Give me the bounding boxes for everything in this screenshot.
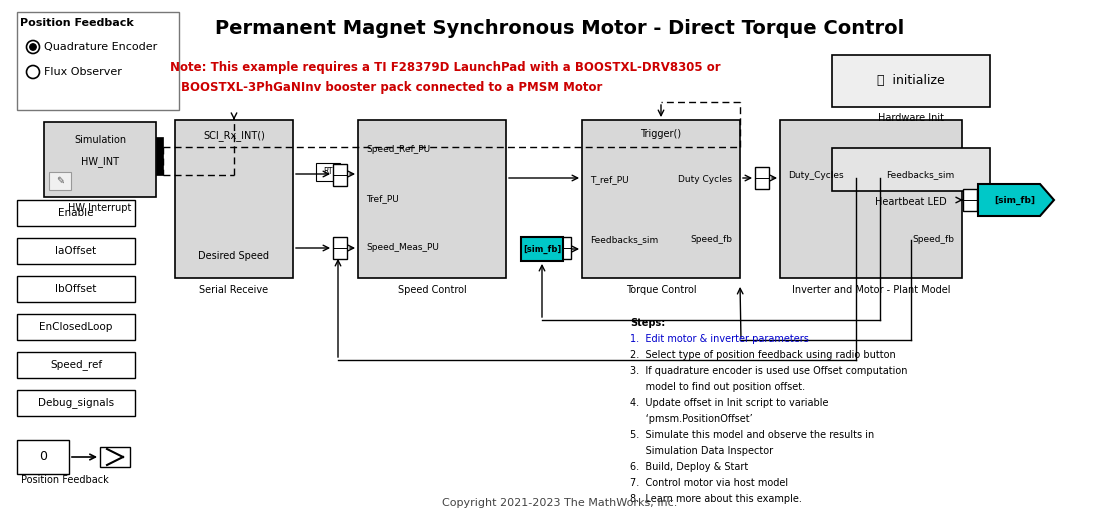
Text: T_ref_PU: T_ref_PU	[590, 175, 629, 185]
Text: SCI_Rx_INT(): SCI_Rx_INT()	[203, 131, 265, 142]
FancyBboxPatch shape	[17, 12, 179, 110]
FancyBboxPatch shape	[17, 352, 135, 378]
FancyBboxPatch shape	[780, 120, 962, 278]
FancyBboxPatch shape	[17, 390, 135, 416]
Text: 4.  Update offset in Init script to variable: 4. Update offset in Init script to varia…	[630, 398, 828, 408]
FancyBboxPatch shape	[44, 122, 156, 197]
FancyBboxPatch shape	[582, 120, 740, 278]
FancyBboxPatch shape	[17, 440, 69, 474]
FancyBboxPatch shape	[333, 164, 347, 186]
Text: 7.  Control motor via host model: 7. Control motor via host model	[630, 478, 788, 488]
Text: Quadrature Encoder: Quadrature Encoder	[44, 42, 158, 52]
Text: Inverter and Motor - Plant Model: Inverter and Motor - Plant Model	[792, 285, 950, 295]
Text: Position Feedback: Position Feedback	[21, 475, 109, 485]
Text: Torque Control: Torque Control	[626, 285, 696, 295]
FancyBboxPatch shape	[17, 314, 135, 340]
Text: Duty Cycles: Duty Cycles	[678, 175, 732, 185]
Text: Speed_Ref_PU: Speed_Ref_PU	[366, 145, 430, 155]
Text: Copyright 2021-2023 The MathWorks, Inc.: Copyright 2021-2023 The MathWorks, Inc.	[442, 498, 677, 508]
Text: BOOSTXL-3PhGaNInv booster pack connected to a PMSM Motor: BOOSTXL-3PhGaNInv booster pack connected…	[181, 82, 603, 95]
Text: Speed_ref: Speed_ref	[50, 359, 102, 371]
FancyBboxPatch shape	[358, 120, 506, 278]
Text: Speed Control: Speed Control	[397, 285, 467, 295]
Text: Speed_Meas_PU: Speed_Meas_PU	[366, 242, 439, 251]
Text: Enable: Enable	[58, 208, 94, 218]
Text: Debug_signals: Debug_signals	[38, 398, 114, 408]
FancyBboxPatch shape	[17, 200, 135, 226]
Text: Note: This example requires a TI F28379D LaunchPad with a BOOSTXL-DRV8305 or: Note: This example requires a TI F28379D…	[170, 62, 721, 74]
Circle shape	[30, 44, 36, 50]
FancyBboxPatch shape	[333, 237, 347, 259]
Text: IaOffset: IaOffset	[56, 246, 96, 256]
Text: Hardware Init: Hardware Init	[878, 113, 944, 123]
Text: Trigger(): Trigger()	[640, 129, 681, 139]
Text: ‘pmsm.PositionOffset’: ‘pmsm.PositionOffset’	[630, 414, 753, 424]
FancyBboxPatch shape	[963, 189, 977, 211]
Text: Duty_Cycles: Duty_Cycles	[788, 171, 844, 179]
Text: Simulation Data Inspector: Simulation Data Inspector	[630, 446, 773, 456]
Text: RT: RT	[323, 168, 332, 176]
Text: 2.  Select type of position feedback using radio button: 2. Select type of position feedback usin…	[630, 350, 895, 360]
FancyBboxPatch shape	[557, 237, 571, 259]
Text: 3.  If quadrature encoder is used use Offset computation: 3. If quadrature encoder is used use Off…	[630, 366, 908, 376]
Text: Desired Speed: Desired Speed	[198, 251, 270, 261]
FancyBboxPatch shape	[100, 447, 130, 467]
Text: Feedbacks_sim: Feedbacks_sim	[886, 171, 955, 179]
Text: 1.  Edit motor & inverter parameters: 1. Edit motor & inverter parameters	[630, 334, 809, 344]
Text: 8.  Learn more about this example.: 8. Learn more about this example.	[630, 494, 802, 504]
Text: Heartbeat LED: Heartbeat LED	[875, 197, 947, 207]
FancyBboxPatch shape	[175, 120, 293, 278]
Text: Serial Receive: Serial Receive	[199, 285, 269, 295]
Text: Feedbacks_sim: Feedbacks_sim	[590, 236, 658, 245]
Text: HW_INT: HW_INT	[81, 157, 119, 168]
Text: EnClosedLoop: EnClosedLoop	[39, 322, 113, 332]
Text: ✎: ✎	[56, 176, 64, 186]
Text: Steps:: Steps:	[630, 318, 666, 328]
FancyBboxPatch shape	[17, 276, 135, 302]
Text: [sim_fb]: [sim_fb]	[995, 195, 1035, 205]
FancyBboxPatch shape	[833, 148, 990, 191]
Text: model to find out position offset.: model to find out position offset.	[630, 382, 806, 392]
Text: Flux Observer: Flux Observer	[44, 67, 122, 77]
Text: HW Interrupt: HW Interrupt	[68, 203, 132, 213]
Polygon shape	[978, 184, 1054, 216]
Text: Position Feedback: Position Feedback	[20, 18, 134, 28]
Text: Tref_PU: Tref_PU	[366, 194, 398, 204]
FancyBboxPatch shape	[49, 172, 70, 190]
Text: 6.  Build, Deploy & Start: 6. Build, Deploy & Start	[630, 462, 749, 472]
FancyBboxPatch shape	[755, 167, 769, 189]
FancyBboxPatch shape	[833, 55, 990, 107]
Text: Permanent Magnet Synchronous Motor - Direct Torque Control: Permanent Magnet Synchronous Motor - Dir…	[215, 19, 904, 38]
FancyBboxPatch shape	[521, 237, 563, 261]
Text: 0: 0	[39, 450, 47, 464]
Text: [sim_fb]: [sim_fb]	[523, 245, 561, 253]
Text: ⏻  initialize: ⏻ initialize	[877, 74, 944, 87]
FancyBboxPatch shape	[17, 238, 135, 264]
Text: Speed_fb: Speed_fb	[912, 236, 955, 245]
FancyBboxPatch shape	[156, 137, 163, 175]
Text: 5.  Simulate this model and observe the results in: 5. Simulate this model and observe the r…	[630, 430, 874, 440]
FancyBboxPatch shape	[316, 163, 340, 181]
Text: IbOffset: IbOffset	[55, 284, 96, 294]
Text: Simulation: Simulation	[74, 135, 126, 145]
Text: Speed_fb: Speed_fb	[690, 236, 732, 245]
